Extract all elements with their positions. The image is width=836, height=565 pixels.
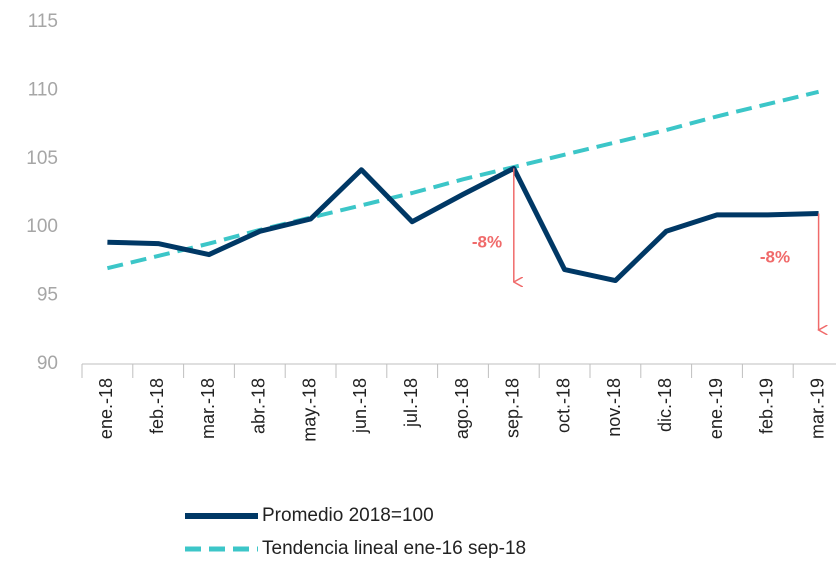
x-tick-label: jun.-18 — [350, 378, 370, 434]
x-tick-label: dic.-18 — [655, 378, 675, 432]
x-tick-label: ago.-18 — [452, 378, 472, 439]
y-tick-label: 105 — [26, 148, 58, 169]
series-line — [107, 165, 819, 284]
series-line — [106, 89, 820, 271]
x-tick-label: mar.-19 — [807, 378, 827, 439]
x-tick-label: feb.-19 — [757, 378, 777, 434]
annotation: -8% — [760, 247, 790, 266]
x-tick-label: jul.-18 — [401, 378, 421, 428]
x-tick-label: abr.-18 — [249, 378, 269, 434]
y-tick-label: 115 — [28, 11, 58, 32]
x-tick-label: may.-18 — [299, 378, 319, 442]
x-tick-label: ene.-18 — [96, 378, 116, 439]
legend-label: Promedio 2018=100 — [262, 505, 434, 526]
x-tick-label: oct.-18 — [553, 378, 573, 433]
x-tick-label: nov.-18 — [604, 378, 624, 437]
y-tick-label: 110 — [28, 79, 58, 100]
y-tick-label: 95 — [37, 285, 58, 306]
y-tick-label: 90 — [37, 353, 58, 374]
x-tick-label: ene.-19 — [706, 378, 726, 439]
x-tick-label: mar.-18 — [198, 378, 218, 439]
x-tick-label: sep.-18 — [503, 378, 523, 438]
y-tick-label: 100 — [26, 216, 58, 237]
x-tick-label: feb.-18 — [147, 378, 167, 434]
annotation: -8% — [472, 232, 502, 251]
legend-label: Tendencia lineal ene-16 sep-18 — [262, 538, 526, 559]
